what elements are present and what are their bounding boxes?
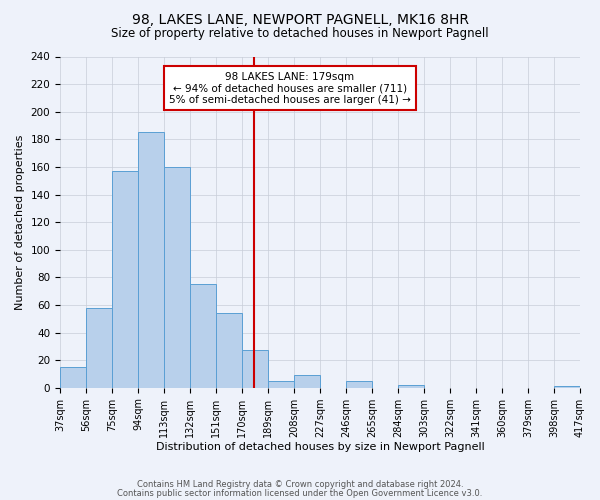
Bar bbox=[346, 381, 372, 388]
Bar bbox=[164, 167, 190, 388]
Bar bbox=[268, 381, 294, 388]
Bar bbox=[294, 376, 320, 388]
Bar bbox=[242, 350, 268, 388]
Bar bbox=[112, 171, 138, 388]
Bar bbox=[554, 386, 580, 388]
Bar bbox=[398, 385, 424, 388]
Text: 98, LAKES LANE, NEWPORT PAGNELL, MK16 8HR: 98, LAKES LANE, NEWPORT PAGNELL, MK16 8H… bbox=[131, 12, 469, 26]
Text: 98 LAKES LANE: 179sqm
← 94% of detached houses are smaller (711)
5% of semi-deta: 98 LAKES LANE: 179sqm ← 94% of detached … bbox=[169, 72, 411, 105]
Bar bbox=[216, 313, 242, 388]
X-axis label: Distribution of detached houses by size in Newport Pagnell: Distribution of detached houses by size … bbox=[155, 442, 484, 452]
Bar bbox=[190, 284, 216, 388]
Text: Contains public sector information licensed under the Open Government Licence v3: Contains public sector information licen… bbox=[118, 488, 482, 498]
Y-axis label: Number of detached properties: Number of detached properties bbox=[15, 134, 25, 310]
Bar bbox=[86, 308, 112, 388]
Text: Size of property relative to detached houses in Newport Pagnell: Size of property relative to detached ho… bbox=[111, 28, 489, 40]
Bar bbox=[138, 132, 164, 388]
Bar bbox=[60, 367, 86, 388]
Text: Contains HM Land Registry data © Crown copyright and database right 2024.: Contains HM Land Registry data © Crown c… bbox=[137, 480, 463, 489]
